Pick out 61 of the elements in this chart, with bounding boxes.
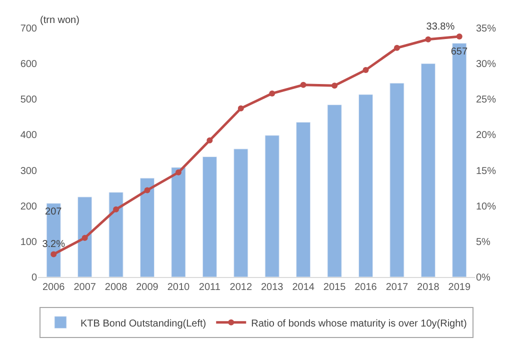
point bbox=[394, 44, 400, 51]
y-tick-label: 500 bbox=[20, 94, 38, 106]
x-tick-label: 2019 bbox=[448, 282, 471, 293]
y-axis-title: (trn won) bbox=[40, 15, 80, 26]
legend-label: KTB Bond Outstanding(Left) bbox=[80, 318, 206, 330]
y-tick-label: 0 bbox=[31, 272, 38, 284]
x-tick-label: 2007 bbox=[74, 282, 96, 293]
bar bbox=[452, 43, 467, 277]
y2-tick-label: 25% bbox=[476, 94, 496, 106]
point bbox=[456, 34, 462, 40]
x-tick-label: 2008 bbox=[104, 282, 128, 293]
bar bbox=[390, 82, 404, 277]
point bbox=[113, 206, 120, 212]
y2-tick-label: 15% bbox=[476, 166, 496, 177]
y-tick-label: 600 bbox=[20, 59, 38, 70]
point bbox=[50, 251, 57, 258]
point bbox=[238, 105, 244, 112]
point bbox=[332, 82, 338, 89]
y2-tick-label: 30% bbox=[476, 59, 496, 70]
x-tick-label: 2011 bbox=[198, 282, 221, 293]
x-tick-label: 2014 bbox=[292, 282, 315, 293]
point bbox=[82, 234, 88, 241]
x-tick-label: 2006 bbox=[42, 282, 66, 293]
y2-tick-label: 5% bbox=[476, 236, 491, 248]
bar bbox=[234, 148, 248, 277]
y2-tick-label: 20% bbox=[476, 130, 496, 142]
data-label: 33.8% bbox=[426, 21, 455, 32]
bar bbox=[140, 178, 155, 277]
x-tick-label: 2016 bbox=[354, 282, 378, 293]
point bbox=[269, 90, 276, 96]
point bbox=[425, 36, 432, 42]
x-tick-label: 2009 bbox=[136, 282, 159, 293]
x-tick-label: 2018 bbox=[417, 282, 440, 293]
bar bbox=[171, 167, 186, 277]
bar bbox=[264, 135, 280, 277]
y-tick-label: 100 bbox=[20, 236, 38, 248]
bar bbox=[202, 156, 217, 277]
bar bbox=[78, 196, 92, 277]
x-tick-label: 2015 bbox=[323, 282, 346, 293]
bar bbox=[296, 122, 311, 277]
y2-tick-label: 0% bbox=[476, 272, 491, 284]
y-tick-label: 700 bbox=[20, 24, 38, 34]
bar bbox=[420, 63, 436, 277]
x-tick-label: 2013 bbox=[260, 282, 284, 293]
y-tick-label: 400 bbox=[20, 130, 38, 142]
point bbox=[144, 187, 150, 194]
point bbox=[300, 82, 306, 88]
point bbox=[175, 169, 182, 176]
x-tick-label: 2012 bbox=[230, 282, 252, 293]
y-tick-label: 200 bbox=[20, 201, 38, 212]
legend-label: Ratio of bonds whose maturity is over 10y(Right) bbox=[251, 318, 467, 330]
x-tick-label: 2017 bbox=[386, 282, 409, 293]
point bbox=[206, 137, 213, 144]
bar bbox=[108, 192, 124, 277]
y2-tick-label: 35% bbox=[476, 24, 496, 34]
point bbox=[362, 66, 369, 73]
x-tick-label: 2010 bbox=[167, 282, 190, 293]
y-tick-label: 300 bbox=[20, 166, 38, 177]
y2-tick-label: 10% bbox=[476, 201, 496, 212]
bar bbox=[358, 94, 374, 277]
bar bbox=[327, 104, 342, 277]
